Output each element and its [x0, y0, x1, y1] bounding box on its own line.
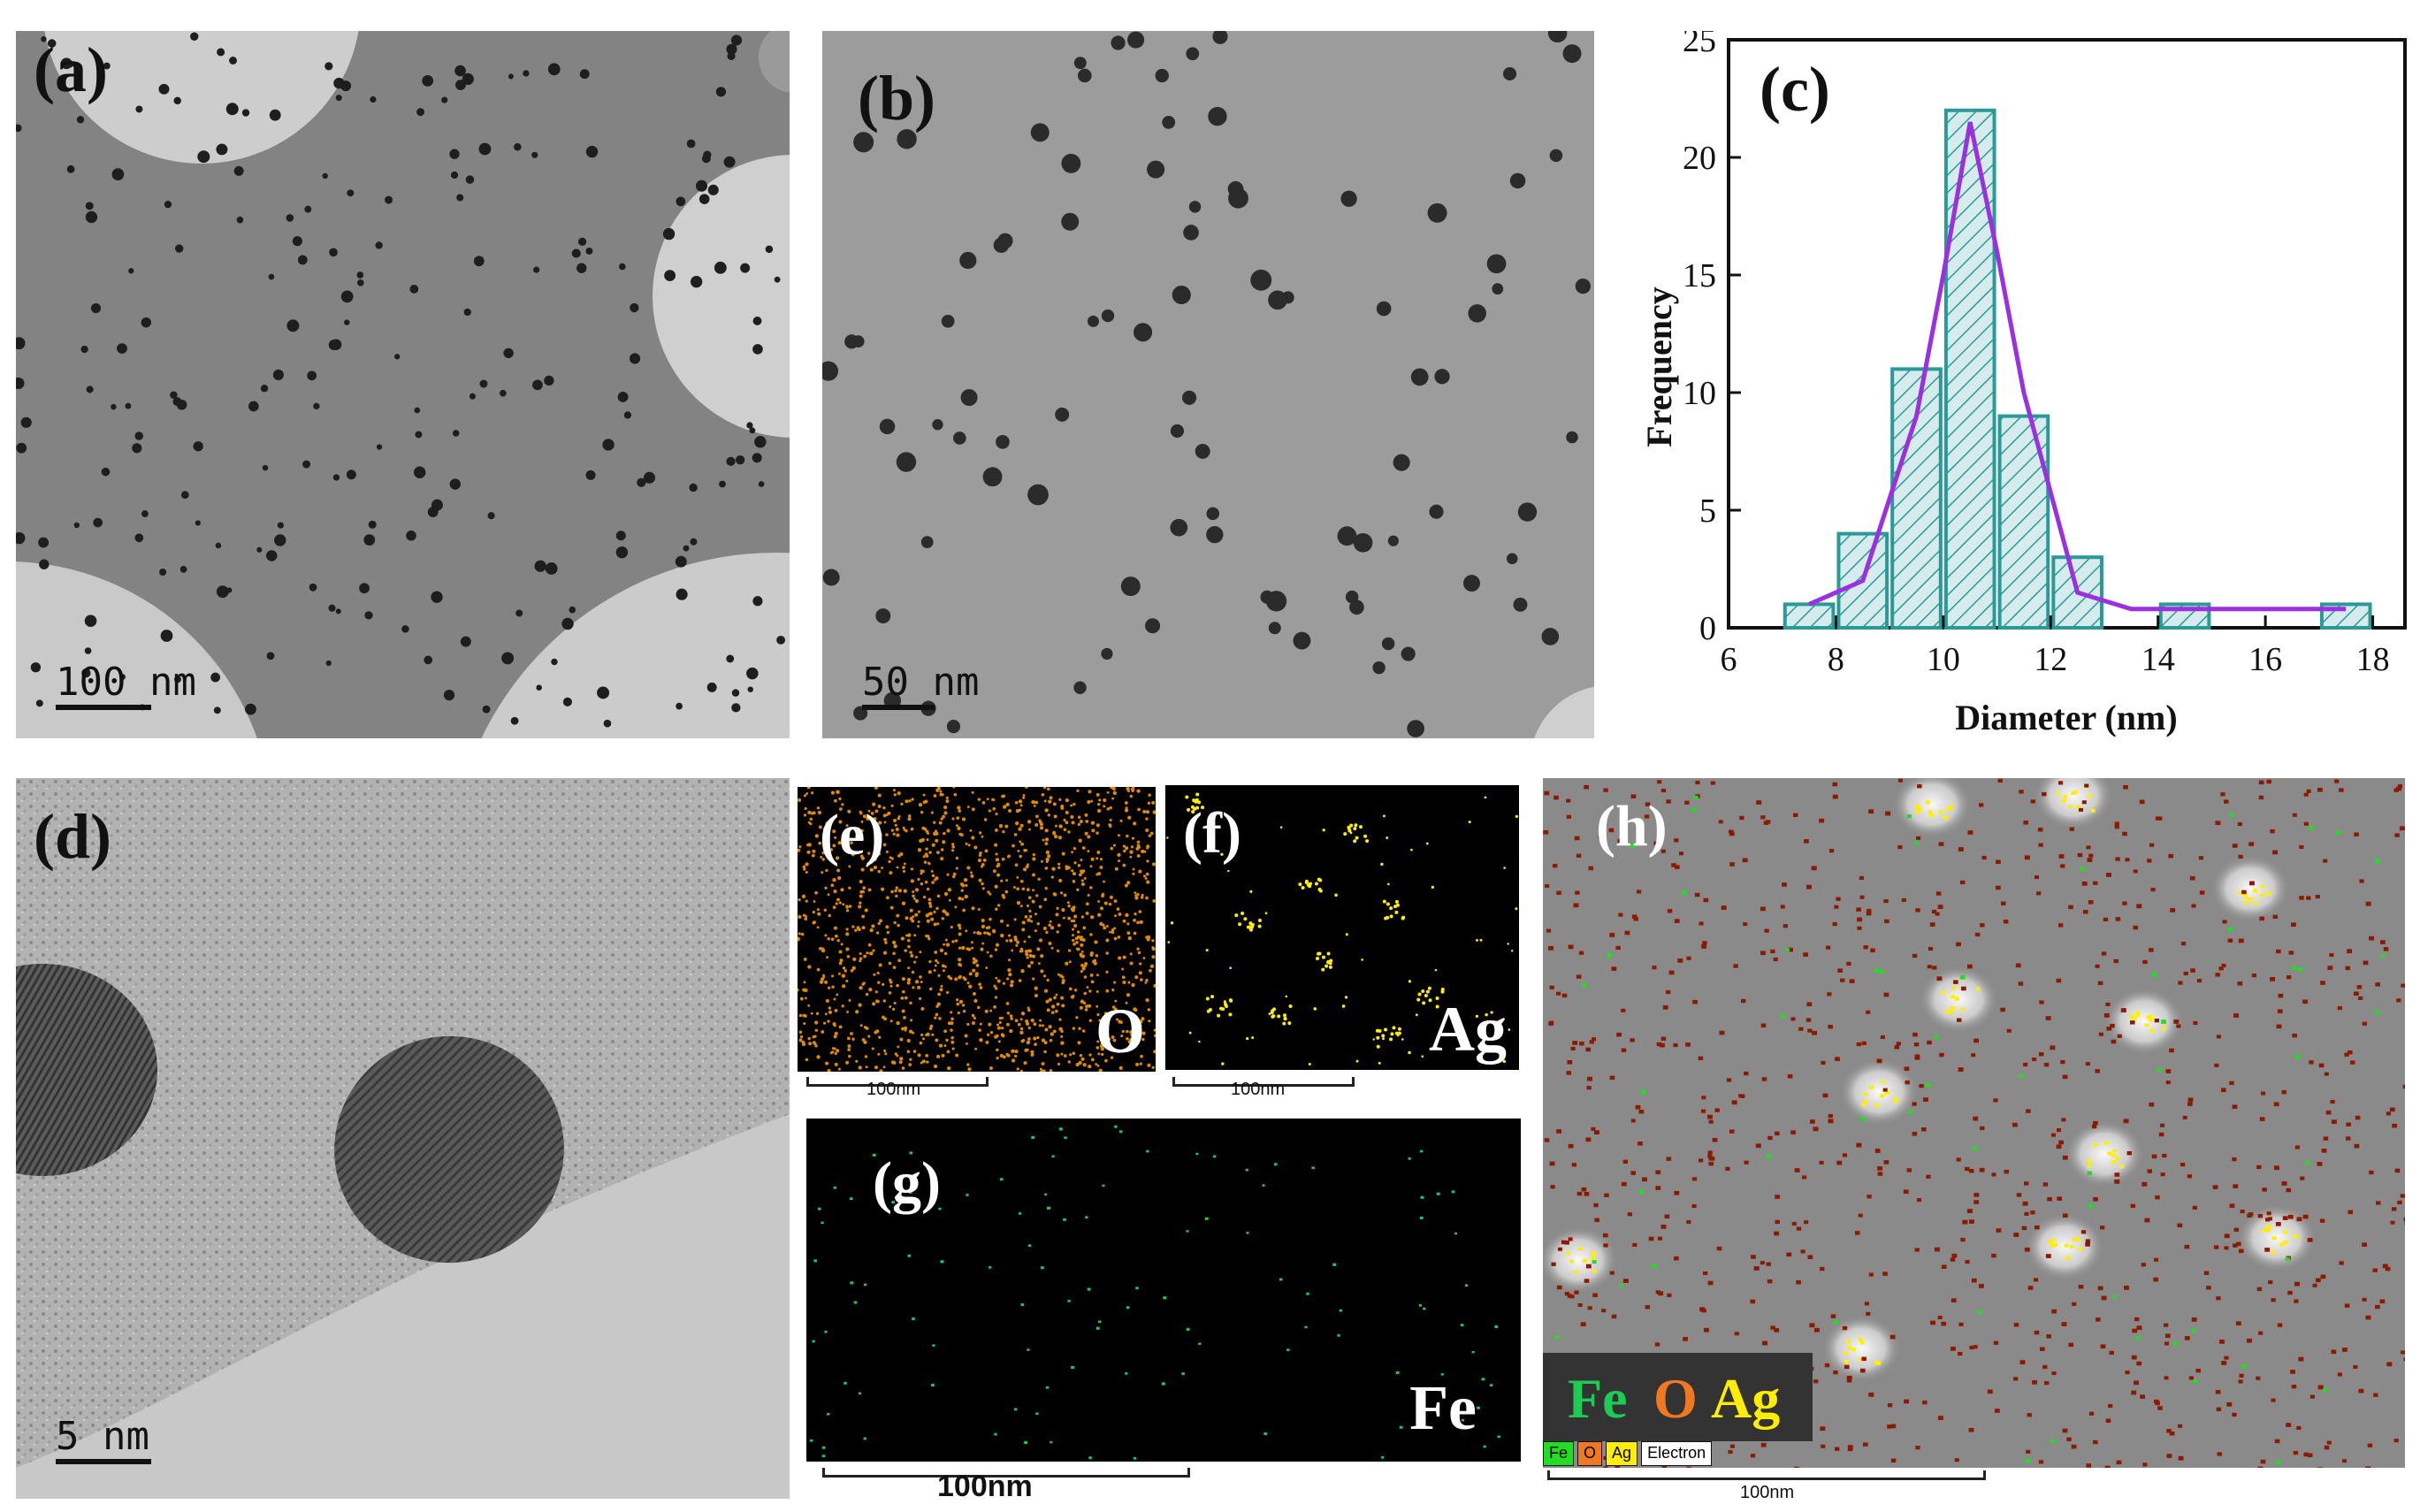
y-tick-label: 0: [1699, 610, 1716, 647]
element-label-fe: Fe: [1409, 1372, 1477, 1443]
legend-o: O: [1653, 1367, 1698, 1430]
panel-label-a: (a): [34, 34, 108, 105]
x-tick-label: 14: [2141, 641, 2175, 678]
histogram-bar: [1783, 602, 1836, 630]
overlay-legend: Fe O Ag: [1543, 1353, 1813, 1441]
scalebar-text-h: 100nm: [1740, 1483, 1795, 1502]
hrtem-image-d: (d) 5 nm: [16, 778, 790, 1499]
panel-label-d: (d): [34, 801, 111, 872]
x-tick-label: 8: [1828, 641, 1844, 678]
hrtem-image-d-graphic: [16, 778, 790, 1499]
y-tick-label: 10: [1683, 375, 1716, 412]
scalebar-line-d: [56, 1459, 151, 1464]
scalebar-text-f: 100nm: [1231, 1080, 1286, 1099]
histogram-bar: [1943, 108, 1996, 630]
y-tick-label: 5: [1699, 493, 1716, 530]
overlay-key: Fe O Ag Electron: [1543, 1441, 1713, 1466]
eds-map-silver: (f) Ag: [1165, 785, 1519, 1070]
eds-overlay-map: (h) Fe O Ag Fe O Ag Electron: [1543, 778, 2405, 1468]
element-label-o: O: [1095, 996, 1145, 1066]
scalebar-text-a: 100 nm: [56, 660, 196, 705]
eds-map-iron: (g) Fe: [806, 1119, 1521, 1462]
scalebar-text-b: 50 nm: [862, 660, 980, 705]
tem-image-b: (b) 50 nm: [822, 31, 1594, 738]
panel-label-f: (f): [1183, 801, 1241, 866]
scalebar-text-g: 100nm: [937, 1470, 1033, 1503]
y-tick-label: 15: [1683, 257, 1716, 294]
key-electron: Electron: [1641, 1441, 1713, 1466]
element-label-ag: Ag: [1429, 994, 1507, 1065]
fit-curve: [1808, 121, 2347, 612]
y-tick-label: 25: [1683, 31, 1716, 59]
panel-label-b: (b): [858, 63, 935, 134]
eds-map-oxygen: (e) O: [798, 787, 1156, 1072]
histogram-chart: 6 8 10 12 14 16 18 0 5 10 15 20 25 (c) Diameter (nm)…: [1639, 31, 2407, 737]
panel-label-g: (g): [873, 1150, 941, 1215]
x-tick-label: 6: [1721, 641, 1737, 678]
x-axis-label: Diameter (nm): [1955, 698, 2177, 737]
scalebar-line-h: [1547, 1470, 1986, 1480]
x-tick-label: 10: [1927, 641, 1960, 678]
panel-label-e: (e): [820, 803, 885, 867]
legend-ag: Ag: [1711, 1367, 1781, 1430]
chart-panel-label: (c): [1760, 54, 1830, 125]
tem-image-a-graphic: [16, 31, 790, 738]
plot-frame: [1727, 38, 2407, 630]
panel-label-h: (h): [1596, 794, 1668, 859]
scalebar-line-f: [1172, 1077, 1355, 1087]
x-tick-label: 18: [2356, 641, 2390, 678]
scalebar-text-d: 5 nm: [56, 1414, 149, 1459]
x-tick-label: 16: [2248, 641, 2282, 678]
key-o: O: [1577, 1441, 1603, 1466]
histogram-bar: [1836, 531, 1889, 630]
tem-image-a: (a) 100 nm: [16, 31, 790, 738]
scalebar-line-e: [806, 1077, 989, 1087]
scalebar-line-b: [862, 705, 935, 710]
legend-fe: Fe: [1568, 1367, 1628, 1430]
x-tick-label: 12: [2034, 641, 2067, 678]
key-fe: Fe: [1543, 1441, 1575, 1466]
y-axis-label: Frequency: [1639, 286, 1679, 447]
tem-image-b-graphic: [822, 31, 1594, 738]
scalebar-line-g: [822, 1468, 1190, 1478]
scalebar-line-a: [56, 705, 151, 710]
y-tick-label: 20: [1683, 140, 1716, 177]
key-ag: Ag: [1606, 1441, 1638, 1466]
scalebar-text-e: 100nm: [866, 1080, 921, 1099]
